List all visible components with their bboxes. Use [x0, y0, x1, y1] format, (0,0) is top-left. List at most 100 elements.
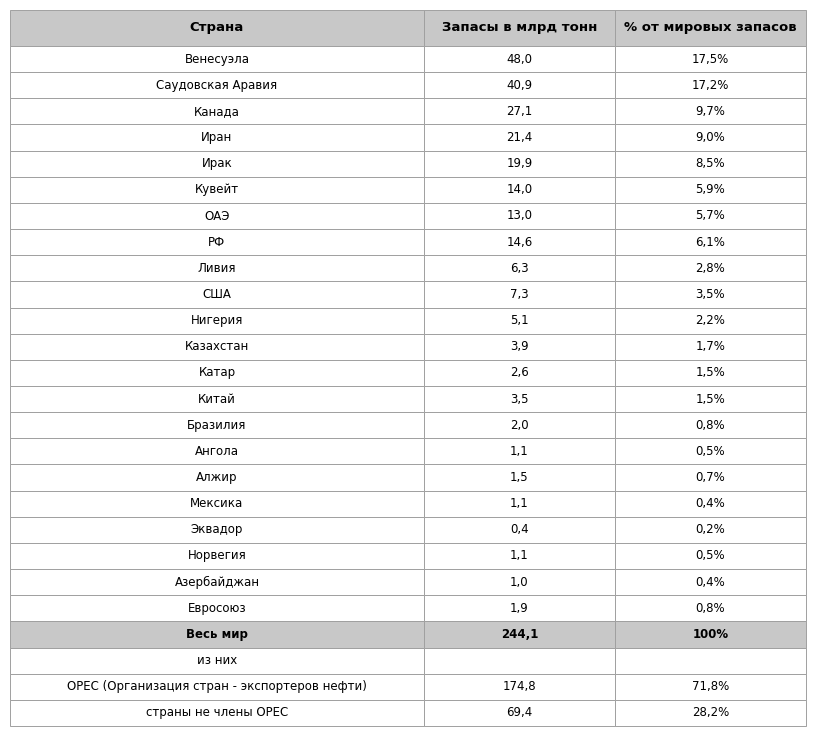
Bar: [615, 648, 806, 673]
Text: 2,6: 2,6: [510, 367, 529, 380]
Text: Венесуэла: Венесуэла: [184, 52, 250, 66]
Text: 3,5%: 3,5%: [696, 288, 725, 301]
Bar: [615, 621, 806, 648]
Text: 0,4%: 0,4%: [695, 576, 725, 589]
Text: 14,0: 14,0: [507, 183, 533, 197]
Text: 6,1%: 6,1%: [695, 236, 725, 249]
Bar: [10, 700, 424, 726]
Bar: [10, 360, 424, 386]
Bar: [615, 673, 806, 700]
Bar: [615, 151, 806, 177]
Bar: [424, 99, 615, 124]
Text: 1,1: 1,1: [510, 445, 529, 458]
Bar: [424, 700, 615, 726]
Bar: [424, 10, 615, 46]
Text: 9,7%: 9,7%: [695, 105, 725, 118]
Bar: [615, 203, 806, 229]
Text: Нигерия: Нигерия: [191, 314, 243, 327]
Text: 9,0%: 9,0%: [695, 131, 725, 144]
Bar: [10, 151, 424, 177]
Text: 244,1: 244,1: [501, 628, 538, 641]
Bar: [615, 543, 806, 569]
Text: 0,4%: 0,4%: [695, 498, 725, 510]
Bar: [10, 308, 424, 333]
Bar: [10, 386, 424, 412]
Text: 69,4: 69,4: [506, 707, 533, 719]
Bar: [424, 229, 615, 255]
Text: 40,9: 40,9: [507, 79, 533, 92]
Bar: [615, 333, 806, 360]
Bar: [10, 648, 424, 673]
Bar: [615, 360, 806, 386]
Bar: [615, 72, 806, 99]
Text: 1,5: 1,5: [510, 471, 529, 484]
Bar: [424, 72, 615, 99]
Bar: [615, 412, 806, 439]
Bar: [10, 464, 424, 491]
Bar: [424, 491, 615, 517]
Text: 3,9: 3,9: [510, 340, 529, 353]
Text: Кувейт: Кувейт: [195, 183, 239, 197]
Text: Китай: Китай: [198, 392, 236, 406]
Text: 5,1: 5,1: [510, 314, 529, 327]
Bar: [615, 124, 806, 151]
Text: 0,4: 0,4: [510, 523, 529, 537]
Bar: [424, 595, 615, 621]
Bar: [615, 464, 806, 491]
Text: Весь мир: Весь мир: [186, 628, 248, 641]
Text: Азербайджан: Азербайджан: [175, 576, 259, 589]
Text: 2,0: 2,0: [510, 419, 529, 432]
Bar: [615, 308, 806, 333]
Text: 5,9%: 5,9%: [695, 183, 725, 197]
Bar: [615, 46, 806, 72]
Text: 19,9: 19,9: [506, 158, 533, 170]
Bar: [424, 203, 615, 229]
Bar: [615, 491, 806, 517]
Bar: [424, 46, 615, 72]
Text: 48,0: 48,0: [507, 52, 533, 66]
Text: 1,9: 1,9: [510, 602, 529, 615]
Text: Алжир: Алжир: [196, 471, 237, 484]
Bar: [615, 439, 806, 464]
Bar: [424, 386, 615, 412]
Text: 13,0: 13,0: [507, 210, 533, 222]
Bar: [10, 569, 424, 595]
Text: 8,5%: 8,5%: [696, 158, 725, 170]
Text: Саудовская Аравия: Саудовская Аравия: [157, 79, 277, 92]
Text: ОАЭ: ОАЭ: [204, 210, 229, 222]
Text: Бразилия: Бразилия: [188, 419, 246, 432]
Text: 7,3: 7,3: [510, 288, 529, 301]
Bar: [10, 621, 424, 648]
Text: из них: из них: [197, 654, 237, 667]
Text: Норвегия: Норвегия: [188, 550, 246, 562]
Bar: [424, 673, 615, 700]
Text: 2,8%: 2,8%: [695, 262, 725, 275]
Text: 6,3: 6,3: [510, 262, 529, 275]
Text: 1,5%: 1,5%: [695, 367, 725, 380]
Bar: [615, 517, 806, 543]
Text: 0,8%: 0,8%: [696, 419, 725, 432]
Bar: [615, 281, 806, 308]
Text: 3,5: 3,5: [510, 392, 529, 406]
Bar: [10, 99, 424, 124]
Text: Ангола: Ангола: [195, 445, 239, 458]
Bar: [424, 360, 615, 386]
Bar: [10, 412, 424, 439]
Bar: [424, 151, 615, 177]
Bar: [615, 700, 806, 726]
Text: 0,7%: 0,7%: [695, 471, 725, 484]
Text: 71,8%: 71,8%: [692, 680, 730, 693]
Text: 174,8: 174,8: [503, 680, 536, 693]
Bar: [10, 46, 424, 72]
Bar: [10, 673, 424, 700]
Text: Евросоюз: Евросоюз: [188, 602, 246, 615]
Bar: [424, 412, 615, 439]
Bar: [10, 255, 424, 281]
Bar: [10, 543, 424, 569]
Bar: [615, 386, 806, 412]
Text: 1,7%: 1,7%: [695, 340, 725, 353]
Bar: [424, 464, 615, 491]
Text: 0,5%: 0,5%: [696, 550, 725, 562]
Bar: [615, 99, 806, 124]
Text: 0,2%: 0,2%: [695, 523, 725, 537]
